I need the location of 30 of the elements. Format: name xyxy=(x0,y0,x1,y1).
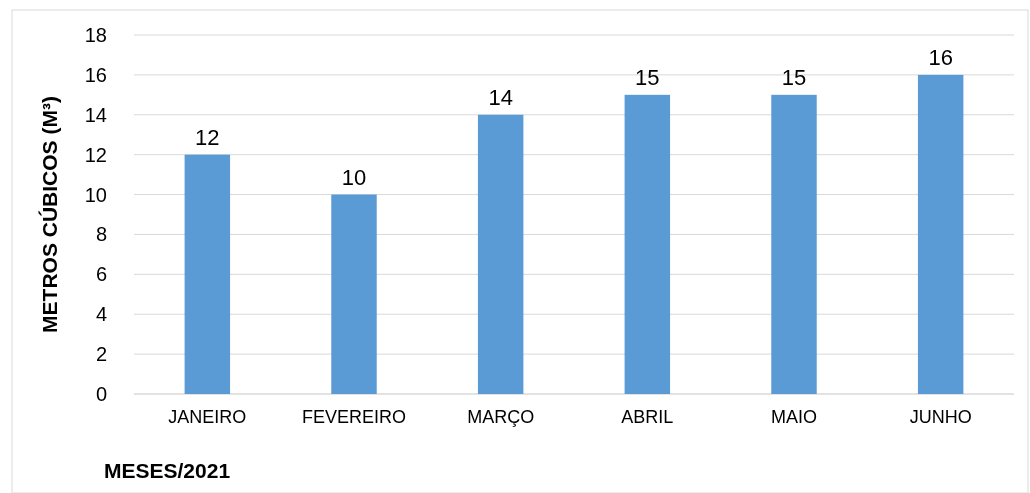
x-tick-label: ABRIL xyxy=(621,407,674,428)
x-tick-label: MAIO xyxy=(770,407,818,428)
y-axis-title: METROS CÚBICOS (M³) xyxy=(38,96,62,333)
bar xyxy=(917,74,964,394)
y-tick-label: 18 xyxy=(84,24,107,46)
y-tick-label: 8 xyxy=(95,223,107,246)
x-tick-label: MARÇO xyxy=(467,407,535,428)
x-tick-label: FEVEREIRO xyxy=(301,407,407,428)
data-label: 15 xyxy=(635,64,660,90)
y-tick-label: 12 xyxy=(84,143,107,166)
bar xyxy=(184,154,231,394)
x-axis-title: MESES/2021 xyxy=(104,459,231,483)
y-tick-label: 10 xyxy=(84,183,107,206)
bar xyxy=(624,94,671,394)
data-label: 14 xyxy=(488,84,513,110)
data-label: 16 xyxy=(928,44,953,70)
y-tick-label: 14 xyxy=(84,103,107,126)
bar xyxy=(477,114,524,394)
data-label: 10 xyxy=(341,164,367,190)
y-tick-label: 0 xyxy=(95,383,107,405)
data-label: 12 xyxy=(195,124,220,150)
x-tick-label: JUNHO xyxy=(909,407,972,428)
bar xyxy=(331,194,377,394)
y-tick-label: 6 xyxy=(95,263,107,286)
y-tick-label: 16 xyxy=(84,63,107,86)
bar xyxy=(771,94,817,394)
y-tick-label: 2 xyxy=(95,343,107,366)
data-label: 15 xyxy=(781,64,807,90)
y-tick-label: 4 xyxy=(95,303,107,326)
x-tick-label: JANEIRO xyxy=(168,407,247,428)
